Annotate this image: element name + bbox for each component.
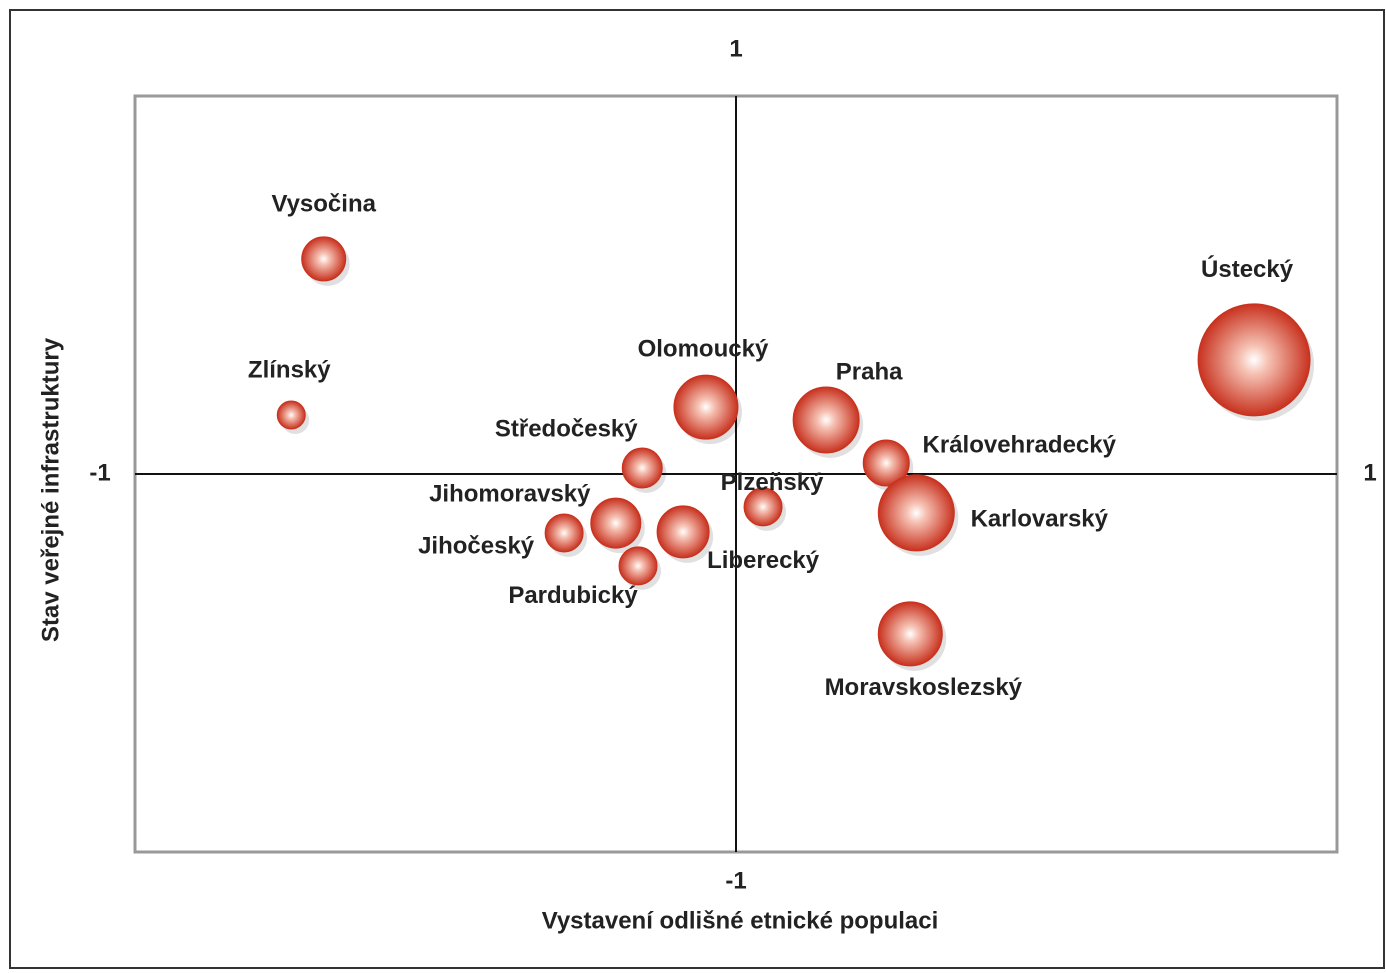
bubble — [301, 236, 347, 282]
bubble — [673, 374, 739, 440]
point-label: Pardubický — [508, 582, 638, 609]
point-label: Praha — [836, 358, 903, 385]
point-label: Královehradecký — [923, 431, 1117, 458]
point-label: Liberecký — [707, 547, 820, 574]
y-axis-title: Stav veřejné infrastruktury — [37, 337, 64, 642]
bubble — [276, 400, 306, 430]
point-label: Olomoucký — [638, 335, 769, 362]
bubble — [877, 601, 943, 667]
point-label: Jihomoravský — [429, 480, 591, 507]
point-label: Moravskoslezský — [825, 674, 1023, 701]
bubble — [792, 386, 860, 454]
bubble — [743, 487, 783, 527]
point-label: Jihočeský — [418, 532, 535, 559]
point-label: Vysočina — [271, 190, 376, 217]
bubble — [656, 505, 710, 559]
bubble — [862, 439, 910, 487]
point-label: Středočeský — [495, 415, 638, 442]
bubble — [621, 447, 663, 489]
y-tick-label: 1 — [729, 35, 742, 62]
bubble — [877, 474, 955, 552]
point-label: Plzeňský — [721, 469, 824, 496]
bubble — [590, 497, 642, 549]
point-label: Ústecký — [1201, 255, 1294, 283]
x-axis-title: Vystavení odlišné etnické populaci — [542, 907, 939, 934]
point-label: Zlínský — [248, 356, 331, 383]
bubble — [1197, 303, 1311, 417]
point-label: Karlovarský — [971, 505, 1109, 532]
bubble — [544, 513, 584, 553]
bubble — [618, 546, 658, 586]
y-tick-label: -1 — [725, 867, 746, 894]
frame — [9, 9, 1385, 969]
x-tick-label: 1 — [1363, 459, 1376, 486]
x-tick-label: -1 — [89, 459, 110, 486]
